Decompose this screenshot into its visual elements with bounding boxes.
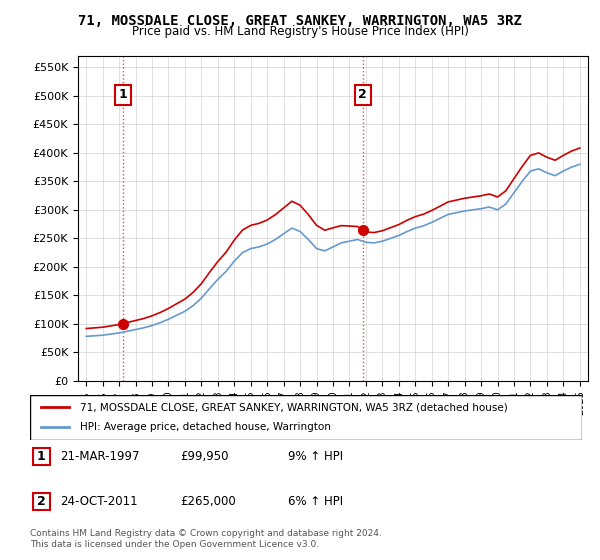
Text: Contains HM Land Registry data © Crown copyright and database right 2024.
This d: Contains HM Land Registry data © Crown c…: [30, 529, 382, 549]
Text: 2: 2: [37, 494, 46, 508]
Text: 6% ↑ HPI: 6% ↑ HPI: [288, 494, 343, 508]
Text: Price paid vs. HM Land Registry's House Price Index (HPI): Price paid vs. HM Land Registry's House …: [131, 25, 469, 38]
Text: £99,950: £99,950: [180, 450, 229, 463]
Text: HPI: Average price, detached house, Warrington: HPI: Average price, detached house, Warr…: [80, 422, 331, 432]
Text: 21-MAR-1997: 21-MAR-1997: [60, 450, 139, 463]
Text: 1: 1: [119, 88, 127, 101]
Text: 9% ↑ HPI: 9% ↑ HPI: [288, 450, 343, 463]
Text: 71, MOSSDALE CLOSE, GREAT SANKEY, WARRINGTON, WA5 3RZ (detached house): 71, MOSSDALE CLOSE, GREAT SANKEY, WARRIN…: [80, 402, 508, 412]
Text: 24-OCT-2011: 24-OCT-2011: [60, 494, 137, 508]
Text: 71, MOSSDALE CLOSE, GREAT SANKEY, WARRINGTON, WA5 3RZ: 71, MOSSDALE CLOSE, GREAT SANKEY, WARRIN…: [78, 14, 522, 28]
FancyBboxPatch shape: [30, 395, 582, 440]
Text: £265,000: £265,000: [180, 494, 236, 508]
Text: 1: 1: [37, 450, 46, 463]
Text: 2: 2: [358, 88, 367, 101]
